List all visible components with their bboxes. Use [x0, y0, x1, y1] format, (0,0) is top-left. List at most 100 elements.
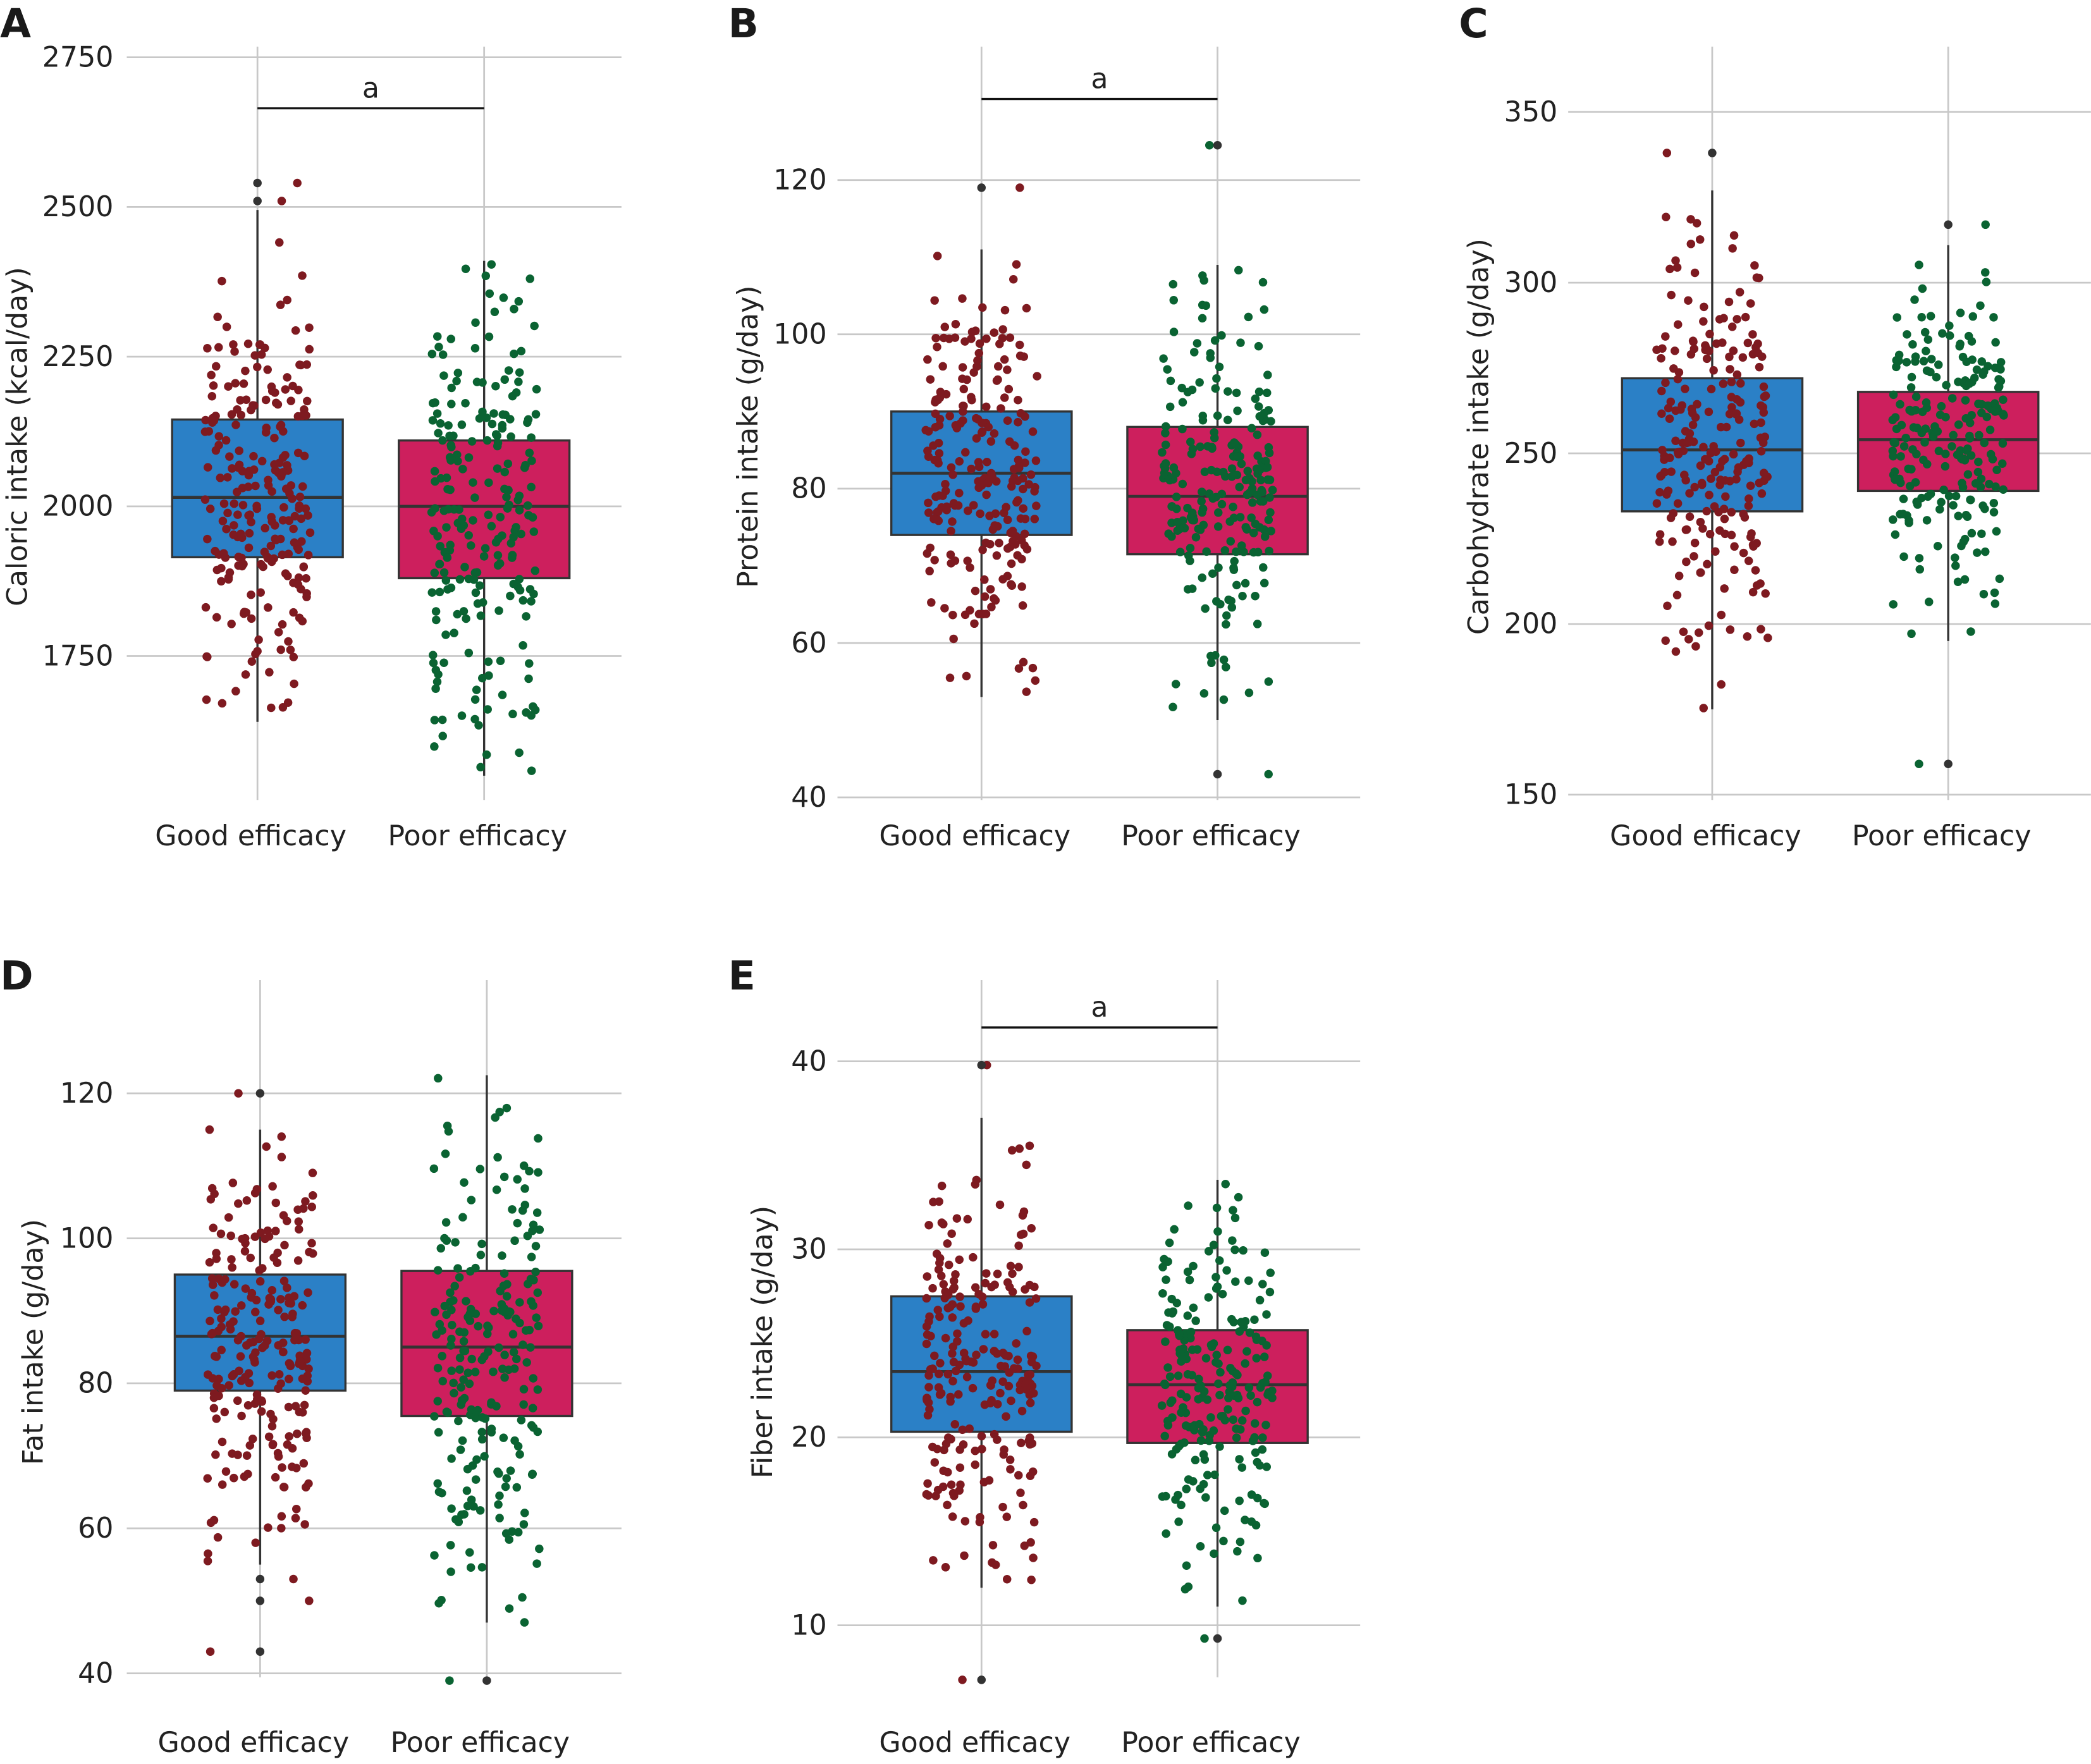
data-point: [938, 491, 947, 500]
data-point: [478, 407, 487, 417]
data-point: [1908, 445, 1917, 454]
data-point: [934, 507, 943, 516]
data-point: [930, 296, 939, 305]
data-point: [1750, 419, 1759, 429]
data-point: [427, 350, 437, 358]
data-point: [941, 1563, 950, 1572]
data-point: [519, 1520, 529, 1529]
data-point: [283, 373, 291, 382]
data-point: [1196, 442, 1205, 451]
data-point: [470, 695, 480, 704]
data-point: [445, 1676, 454, 1685]
data-point: [1985, 426, 1995, 434]
data-point: [298, 1374, 307, 1383]
data-point: [1191, 1455, 1200, 1465]
data-point: [1757, 447, 1766, 456]
data-point: [1177, 1439, 1186, 1449]
data-point: [1657, 409, 1666, 419]
data-point: [1265, 1287, 1275, 1297]
data-point: [255, 1316, 265, 1325]
data-point: [1212, 467, 1222, 477]
data-point: [1211, 384, 1220, 393]
data-point: [294, 386, 303, 395]
data-point: [1717, 610, 1726, 620]
data-point: [217, 1314, 226, 1323]
data-point: [1018, 601, 1027, 610]
data-point: [243, 1400, 253, 1410]
data-point: [441, 576, 451, 585]
y-tick-label: 2000: [42, 491, 114, 523]
data-point: [1174, 1517, 1183, 1526]
data-point: [1000, 355, 1009, 364]
data-point: [1225, 517, 1234, 526]
data-point: [1911, 352, 1920, 361]
data-point: [1186, 1327, 1196, 1337]
data-point: [237, 1301, 246, 1310]
y-tick-label: 120: [60, 1077, 113, 1110]
data-point: [1699, 317, 1708, 326]
data-point: [942, 506, 951, 515]
data-point: [261, 524, 269, 533]
data-point: [987, 1282, 996, 1292]
data-point: [1246, 1391, 1255, 1400]
data-point: [231, 1307, 240, 1316]
data-point: [974, 609, 984, 618]
data-point: [1168, 1413, 1177, 1422]
data-point: [1232, 1369, 1241, 1378]
data-point: [442, 1236, 451, 1245]
data-point: [1196, 1436, 1206, 1445]
data-point: [1667, 290, 1676, 300]
data-point: [257, 456, 267, 466]
data-point: [1673, 448, 1683, 457]
data-point: [980, 575, 989, 584]
data-point: [207, 392, 217, 401]
data-point: [455, 1365, 464, 1374]
data-point: [1668, 537, 1677, 546]
data-point: [1701, 455, 1710, 464]
data-point: [1237, 459, 1246, 469]
data-point: [464, 453, 474, 462]
data-point: [922, 1294, 931, 1303]
data-point: [1755, 362, 1764, 372]
data-point: [460, 1346, 470, 1356]
data-point: [1672, 263, 1682, 272]
data-point: [1924, 597, 1934, 606]
data-point: [247, 657, 257, 666]
data-point: [1920, 328, 1930, 337]
data-point: [1219, 695, 1229, 704]
data-point: [1748, 330, 1757, 339]
data-point: [1891, 530, 1900, 539]
data-point: [1961, 511, 1971, 520]
data-point: [1007, 580, 1015, 589]
data-point: [434, 429, 443, 438]
data-point: [527, 433, 536, 442]
data-point: [993, 1270, 1002, 1278]
data-point: [1727, 322, 1737, 331]
data-point: [1899, 552, 1908, 561]
data-point: [529, 1301, 537, 1310]
data-point: [1237, 541, 1246, 550]
data-point: [495, 1491, 504, 1500]
data-point: [1030, 1282, 1039, 1292]
y-tick-label: 350: [1504, 96, 1558, 128]
data-point: [302, 573, 310, 583]
data-point: [500, 1269, 509, 1278]
data-point: [1265, 493, 1274, 502]
data-point: [222, 322, 231, 331]
data-point: [443, 484, 452, 494]
data-point: [1183, 1311, 1193, 1320]
data-point: [939, 333, 948, 343]
data-point: [950, 556, 960, 565]
data-point: [285, 1359, 295, 1368]
data-point: [941, 480, 950, 489]
data-point: [462, 614, 470, 623]
data-point: [966, 563, 974, 572]
data-point: [1022, 303, 1031, 313]
y-tick-label: 80: [78, 1368, 113, 1400]
data-point: [1999, 485, 2008, 494]
data-point: [268, 1182, 277, 1191]
data-point: [1751, 566, 1760, 575]
data-point: [489, 1306, 498, 1316]
data-point: [459, 607, 469, 616]
data-point: [1757, 625, 1765, 634]
